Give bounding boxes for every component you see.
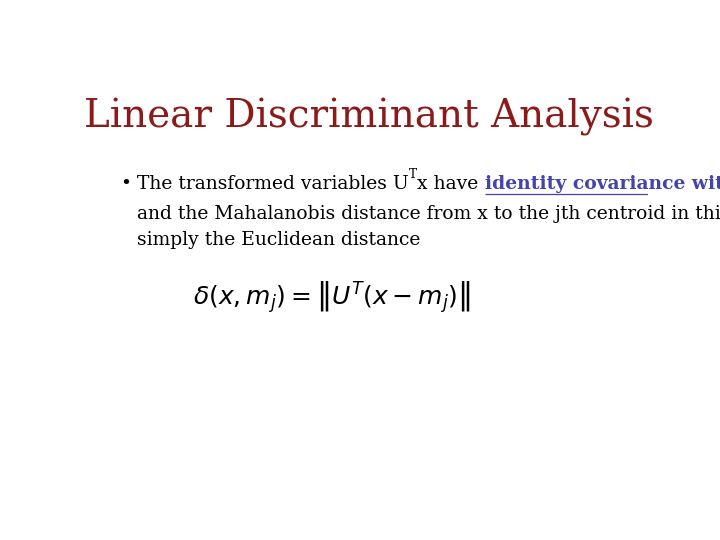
Text: simply the Euclidean distance: simply the Euclidean distance <box>138 231 420 249</box>
Text: The transformed variables U: The transformed variables U <box>138 175 409 193</box>
Text: and the Mahalanobis distance from x to the jth centroid in this space is: and the Mahalanobis distance from x to t… <box>138 205 720 224</box>
Text: identity covariance within groups,: identity covariance within groups, <box>485 175 720 193</box>
Text: T: T <box>409 167 418 180</box>
Text: $\delta(x,m_j) = \left\| U^T \left( x - m_j \right) \right\|$: $\delta(x,m_j) = \left\| U^T \left( x - … <box>193 279 471 315</box>
Text: •: • <box>121 175 132 193</box>
Text: Linear Discriminant Analysis: Linear Discriminant Analysis <box>84 98 654 136</box>
Text: x have: x have <box>418 175 485 193</box>
